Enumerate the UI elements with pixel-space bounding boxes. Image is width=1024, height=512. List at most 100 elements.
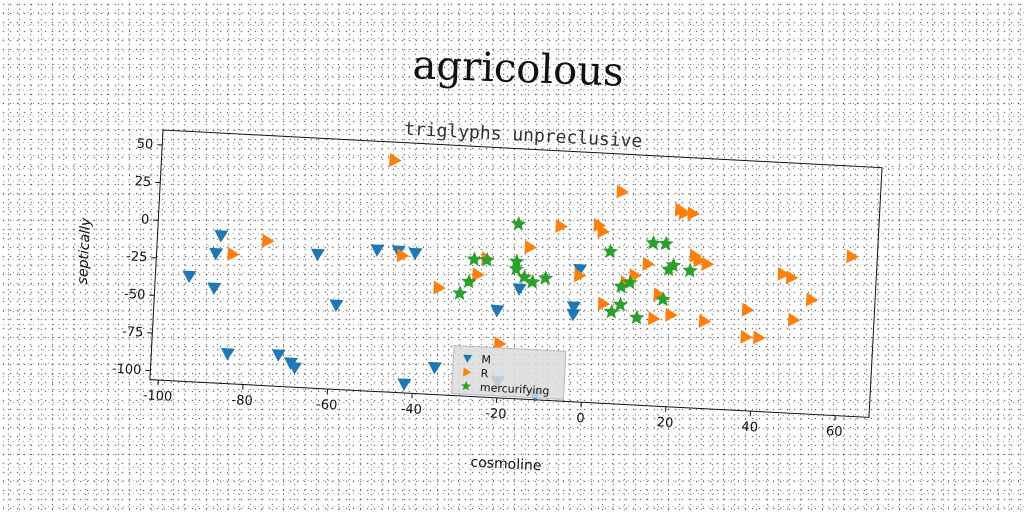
legend-label: mercurifying: [480, 381, 550, 398]
data-point: [629, 268, 642, 283]
data-point: [573, 268, 587, 283]
data-point: [655, 291, 671, 307]
data-point: [665, 257, 682, 273]
data-point: [597, 296, 611, 311]
data-point: [597, 224, 610, 239]
series-mercurifying: [452, 216, 698, 325]
data-point: [493, 336, 507, 351]
legend-label: M: [481, 353, 491, 366]
data-point: [647, 311, 661, 326]
data-point: [616, 184, 630, 199]
legend-label: R: [480, 367, 489, 380]
y-tick-label: -25: [126, 249, 148, 265]
legend-box: [451, 345, 567, 400]
data-point: [777, 266, 791, 281]
data-point: [604, 303, 620, 319]
data-point: [490, 304, 505, 318]
data-point: [479, 252, 495, 267]
data-point: [433, 280, 446, 295]
x-tick-label: -20: [485, 406, 507, 422]
plot-frame: [149, 129, 883, 418]
data-point: [461, 273, 477, 289]
data-point: [622, 274, 638, 290]
data-point: [389, 152, 402, 167]
data-point: [214, 229, 229, 243]
data-point: [687, 206, 700, 221]
data-point: [602, 243, 619, 259]
data-point: [566, 301, 581, 314]
data-point: [661, 261, 677, 277]
y-tick-label: -75: [122, 324, 144, 340]
x-tick-label: 0: [576, 411, 585, 426]
x-axis-label: cosmoline: [470, 455, 542, 475]
data-point: [653, 287, 667, 302]
data-point: [524, 274, 541, 289]
x-tick-label: -60: [316, 397, 338, 413]
data-point: [642, 256, 655, 271]
data-point: [288, 362, 303, 375]
y-tick-label: 50: [136, 137, 153, 153]
data-point: [512, 283, 527, 296]
x-tick-label: -80: [231, 393, 253, 409]
y-tick-label: -50: [124, 287, 146, 303]
data-point: [524, 239, 538, 254]
data-point: [682, 262, 698, 278]
data-point: [537, 270, 554, 285]
data-point: [593, 217, 607, 232]
data-point: [752, 330, 766, 345]
data-point: [612, 296, 629, 312]
data-point: [370, 244, 385, 257]
data-point: [629, 309, 645, 325]
data-point: [613, 278, 630, 294]
y-axis-label: septically: [75, 217, 94, 285]
y-tick-label: -100: [112, 362, 142, 379]
x-tick-label: 20: [656, 415, 673, 431]
data-point: [698, 313, 712, 328]
data-point: [573, 263, 588, 277]
x-tick-label: 60: [826, 424, 843, 440]
data-point: [740, 329, 753, 344]
data-point: [701, 256, 715, 271]
data-point: [466, 251, 483, 267]
data-point: [693, 253, 707, 268]
data-point: [209, 247, 224, 261]
data-point: [805, 292, 819, 307]
axis-ticks: -100 -80 -60 -40 -20 0 20 40 60 50 25 0 -25 -50 -75 -10…: [112, 137, 843, 440]
data-point: [785, 270, 799, 285]
legend-marker: [461, 381, 471, 391]
data-point: [310, 248, 325, 262]
data-point: [182, 270, 197, 284]
data-point: [227, 247, 240, 262]
data-point: [555, 218, 568, 233]
data-point: [787, 312, 801, 327]
legend-marker: [463, 367, 472, 377]
data-point: [472, 267, 485, 282]
data-point: [396, 248, 410, 263]
y-tick-label: 25: [134, 174, 151, 190]
data-point: [207, 282, 222, 296]
legend-marker: [463, 354, 473, 363]
data-point: [665, 307, 678, 322]
data-point: [427, 361, 442, 375]
x-tick-label: -100: [142, 388, 172, 405]
data-point: [397, 378, 412, 391]
data-point: [508, 261, 525, 276]
data-point: [408, 247, 423, 261]
x-tick-label: -40: [400, 402, 422, 418]
chart-subtitle: triglyphs unpreclusive: [404, 119, 643, 152]
data-point: [516, 269, 533, 284]
data-point: [220, 347, 235, 361]
plot-area: triglyphs unpreclusive -100 -80 -60 -40 -20 0…: [75, 119, 883, 475]
chart-title: agricolous: [412, 42, 624, 95]
data-point: [846, 249, 859, 264]
x-tick-label: 40: [741, 420, 758, 436]
data-point: [566, 308, 581, 322]
data-point: [271, 349, 286, 362]
data-point: [645, 235, 662, 250]
data-point: [329, 299, 344, 312]
data-point: [511, 216, 527, 231]
data-point: [261, 233, 275, 248]
data-point: [509, 253, 525, 269]
